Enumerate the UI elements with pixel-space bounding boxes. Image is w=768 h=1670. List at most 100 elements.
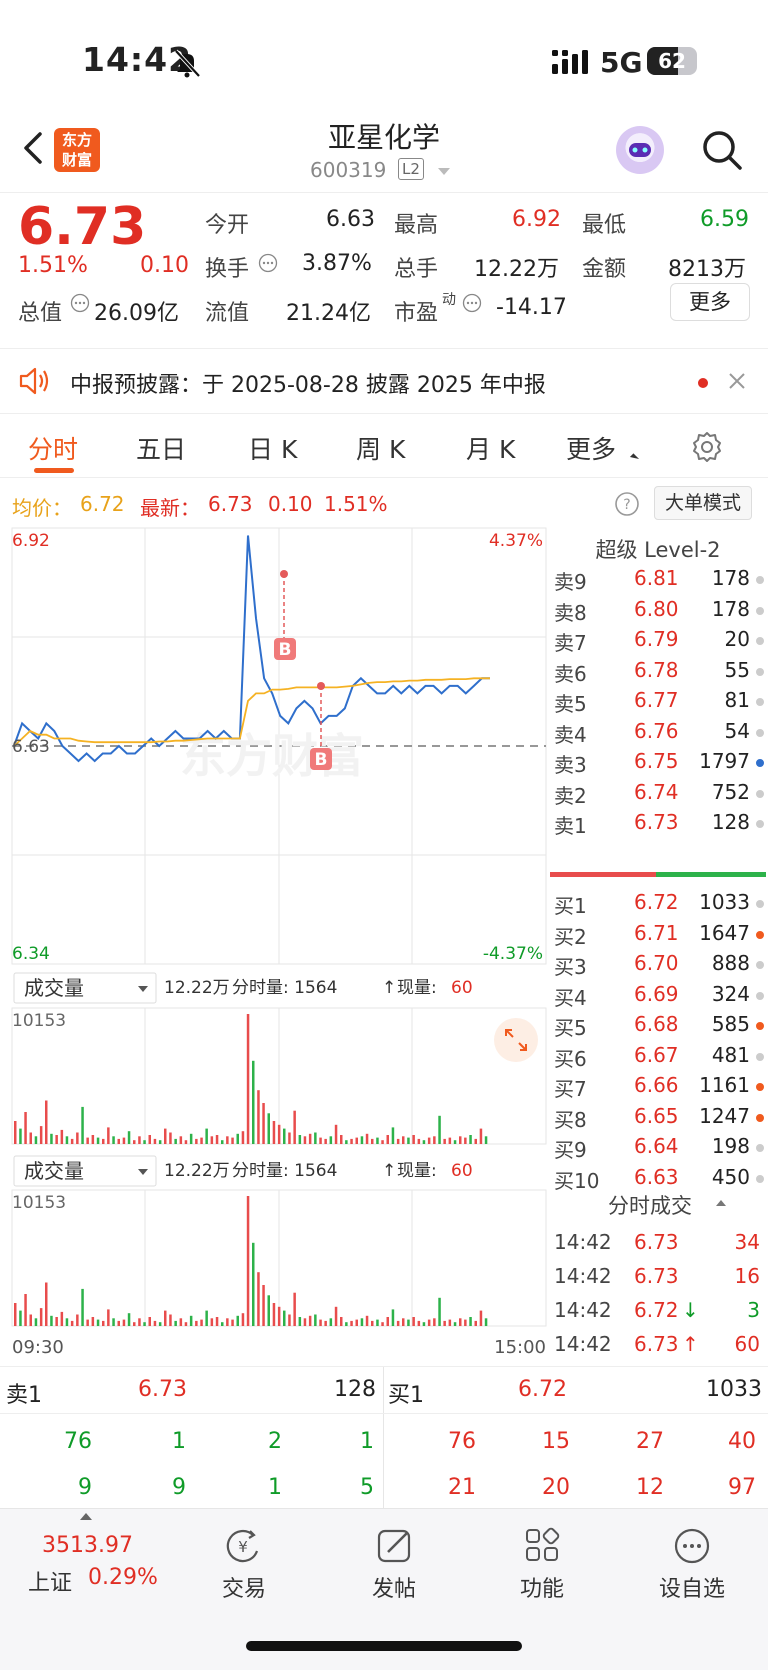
- bid-row[interactable]: 买8 6.65 1247: [554, 1100, 764, 1132]
- volume-bar: [298, 1317, 302, 1326]
- level2-badge[interactable]: L2: [398, 158, 424, 180]
- volume-bar: [448, 1137, 452, 1144]
- ask-row[interactable]: 卖6 6.78 55: [554, 654, 764, 686]
- ask-row[interactable]: 卖1 6.73 128: [554, 806, 764, 838]
- volume-bar: [102, 1138, 105, 1144]
- volume-bar: [412, 1317, 415, 1326]
- bid-row[interactable]: 买3 6.70 888: [554, 947, 764, 979]
- close-icon[interactable]: [728, 372, 746, 390]
- volume-bar: [360, 1318, 364, 1326]
- volume-bar: [117, 1138, 120, 1144]
- info-dots-icon[interactable]: [462, 293, 482, 313]
- index-expand-icon[interactable]: [80, 1513, 92, 1520]
- pe-value: -14.17: [496, 295, 567, 320]
- volume-bar: [314, 1132, 317, 1144]
- volume-bar: [391, 1309, 395, 1326]
- ask-row[interactable]: 卖9 6.81 178: [554, 562, 764, 594]
- volume-bar: [158, 1322, 162, 1326]
- order-dot: [756, 1083, 764, 1091]
- tick-trades[interactable]: 分时成交 14:42 6.73 34 14:42 6.73 16 14:42 6.72 ↓ 3 14…: [548, 1186, 768, 1366]
- volume-bar: [402, 1318, 405, 1326]
- ask-label: 卖4: [554, 722, 587, 747]
- tab-five-day[interactable]: 五日: [136, 435, 187, 464]
- bid-row[interactable]: 买1 6.72 1033: [554, 886, 764, 918]
- bid-label: 买8: [554, 1107, 587, 1132]
- high-value: 6.92: [512, 207, 561, 232]
- bid-row[interactable]: 买9 6.64 198: [554, 1130, 764, 1162]
- tab-month-k[interactable]: 月 K: [466, 435, 516, 464]
- volume-bar: [386, 1135, 389, 1144]
- latest-percent: 1.51%: [324, 492, 388, 516]
- tab-fenshi[interactable]: 分时: [28, 435, 79, 464]
- ask-label: 卖7: [554, 631, 587, 655]
- info-dots-icon[interactable]: [70, 293, 90, 313]
- bid-row[interactable]: 买2 6.71 1647: [554, 917, 764, 949]
- tick-volume: 34: [734, 1230, 760, 1254]
- help-icon[interactable]: ?: [614, 491, 640, 517]
- index-name[interactable]: 上证: [28, 1571, 73, 1596]
- average-price-line: [13, 677, 490, 747]
- eastmoney-logo[interactable]: 东方 财富: [54, 128, 100, 172]
- chevron-up-icon[interactable]: [716, 1200, 726, 1206]
- volume-bar: [479, 1310, 483, 1326]
- tab-week-k[interactable]: 周 K: [356, 435, 406, 464]
- large-order-mode-button[interactable]: 大单模式: [654, 486, 752, 520]
- mktcap-label: 总值: [18, 301, 63, 326]
- index-value[interactable]: 3513.97: [42, 1533, 133, 1558]
- tab-more[interactable]: 更多: [566, 435, 617, 464]
- volume-bar: [158, 1140, 162, 1144]
- bid-ratio-bar: [656, 872, 766, 877]
- info-dots-icon[interactable]: [258, 253, 278, 273]
- volume-bar: [189, 1133, 193, 1144]
- volume-bar: [381, 1140, 384, 1144]
- bid-row[interactable]: 买6 6.67 481: [554, 1039, 764, 1071]
- ask-row[interactable]: 卖8 6.80 178: [554, 593, 764, 625]
- queue-cell: 5: [360, 1475, 374, 1500]
- volume-bar: [148, 1317, 151, 1326]
- bid-label: 买1: [554, 894, 587, 918]
- open-value: 6.63: [326, 207, 375, 232]
- bid-row[interactable]: 买7 6.66 1161: [554, 1069, 764, 1101]
- svg-text:↑: ↑: [382, 978, 396, 998]
- volume-bar: [443, 1320, 446, 1326]
- volume-bar: [210, 1136, 214, 1144]
- add-watchlist-button[interactable]: 设自选: [642, 1527, 742, 1603]
- intraday-chart-area[interactable]: 东方财富 B B 6.92 4.37% 6.63 6.34 -4.37% 成交量…: [0, 526, 548, 1366]
- back-arrow-icon[interactable]: [18, 128, 48, 168]
- chevron-down-icon[interactable]: [438, 168, 450, 175]
- functions-button[interactable]: 功能: [492, 1527, 592, 1603]
- order-book[interactable]: 超级 Level-2 卖9 6.81 178 卖8 6.80 178 卖7 6.79 20 卖6 6…: [548, 526, 768, 1193]
- ask-row[interactable]: 卖4 6.76 54: [554, 715, 764, 747]
- bid-row[interactable]: 买4 6.69 324: [554, 978, 764, 1010]
- pe-label: 市盈: [394, 301, 439, 326]
- ai-assistant-icon[interactable]: [616, 126, 664, 174]
- bid-row[interactable]: 买5 6.68 585: [554, 1008, 764, 1040]
- notice-bar[interactable]: 中报预披露：于 2025-08-28 披露 2025 年中报: [0, 348, 768, 414]
- ask-row[interactable]: 卖2 6.74 752: [554, 776, 764, 808]
- search-icon[interactable]: [700, 128, 744, 172]
- intraday-summary: 均价： 6.72 最新： 6.73 0.10 1.51% ? 大单模式: [0, 480, 768, 526]
- intraday-chart[interactable]: 东方财富 B B 6.92 4.37% 6.63 6.34 -4.37% 成交量…: [0, 526, 548, 1366]
- ask-row[interactable]: 卖5 6.77 81: [554, 684, 764, 716]
- settings-gear-icon[interactable]: [690, 430, 724, 464]
- ask-row[interactable]: 卖3 6.75 1797: [554, 745, 764, 777]
- queue-cell: 9: [78, 1475, 92, 1500]
- order-dot: [756, 1022, 764, 1030]
- bid-row[interactable]: 买10 6.63 450: [554, 1161, 764, 1193]
- post-button[interactable]: 发帖: [344, 1527, 444, 1603]
- volume-bar: [386, 1317, 389, 1326]
- ask-row[interactable]: 卖7 6.79 20: [554, 623, 764, 655]
- volume-bar: [303, 1136, 307, 1144]
- volume-bar: [453, 1322, 457, 1326]
- tab-day-k[interactable]: 日 K: [248, 435, 298, 464]
- more-button[interactable]: 更多: [670, 283, 750, 321]
- volume-bar: [427, 1137, 431, 1144]
- bid-price: 6.72: [634, 890, 679, 914]
- bid-label: 买7: [554, 1077, 587, 1101]
- bid-volume: 481: [711, 1042, 750, 1067]
- volume-bar: [133, 1322, 136, 1326]
- bid-volume: 1033: [699, 890, 750, 914]
- volume-bar: [345, 1322, 348, 1326]
- trade-button[interactable]: ¥ 交易: [194, 1527, 294, 1603]
- index-percent[interactable]: 0.29%: [88, 1565, 158, 1590]
